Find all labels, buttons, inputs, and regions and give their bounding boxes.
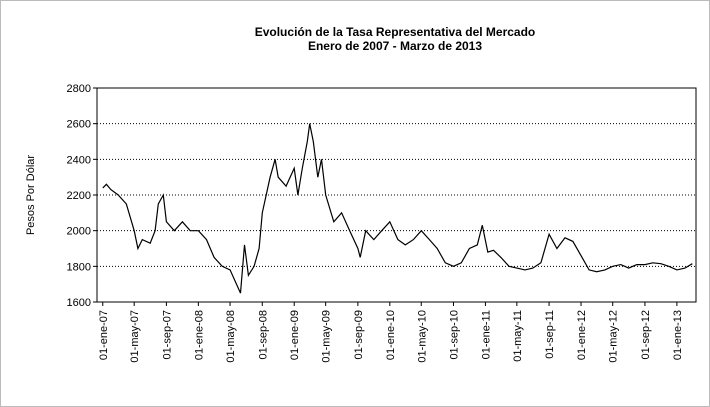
x-tick-label: 01-sep-10 <box>448 310 460 360</box>
y-axis-label: Pesos Por Dólar <box>25 155 37 235</box>
x-tick-label: 01-may-12 <box>608 310 620 363</box>
x-tick-label: 01-sep-08 <box>257 310 269 360</box>
x-tick-label: 01-ene-11 <box>480 310 492 359</box>
y-tick-label: 2000 <box>67 226 91 238</box>
x-tick-label: 01-may-10 <box>416 310 428 363</box>
x-tick-label: 01-ene-12 <box>576 310 588 360</box>
data-line <box>102 123 693 294</box>
x-tick-label: 01-ene-13 <box>672 310 684 360</box>
chart-subtitle: Enero de 2007 - Marzo de 2013 <box>308 39 482 53</box>
y-tick-label: 2200 <box>67 190 91 202</box>
chart-title: Evolución de la Tasa Representativa del … <box>255 25 536 39</box>
x-tick-label: 01-sep-11 <box>544 310 556 359</box>
y-tick-label: 2600 <box>67 119 91 131</box>
x-tick-label: 01-ene-08 <box>193 310 205 360</box>
y-tick-label: 2800 <box>67 83 91 95</box>
x-tick-label: 01-ene-09 <box>289 310 301 360</box>
x-tick-label: 01-sep-12 <box>640 310 652 360</box>
x-tick-label: 01-may-07 <box>129 310 141 363</box>
x-tick-label: 01-may-08 <box>225 310 237 363</box>
x-tick-label: 01-sep-09 <box>353 310 365 360</box>
y-tick-label: 1800 <box>67 261 91 273</box>
x-tick-label: 01-ene-10 <box>385 310 397 360</box>
y-tick-label: 2400 <box>67 154 91 166</box>
x-tick-label: 01-ene-07 <box>98 310 110 360</box>
x-tick-label: 01-sep-07 <box>161 310 173 360</box>
y-tick-label: 1600 <box>67 297 91 309</box>
x-tick-label: 01-may-09 <box>321 310 333 363</box>
x-tick-label: 01-may-11 <box>512 310 524 362</box>
plot-area <box>96 87 697 303</box>
